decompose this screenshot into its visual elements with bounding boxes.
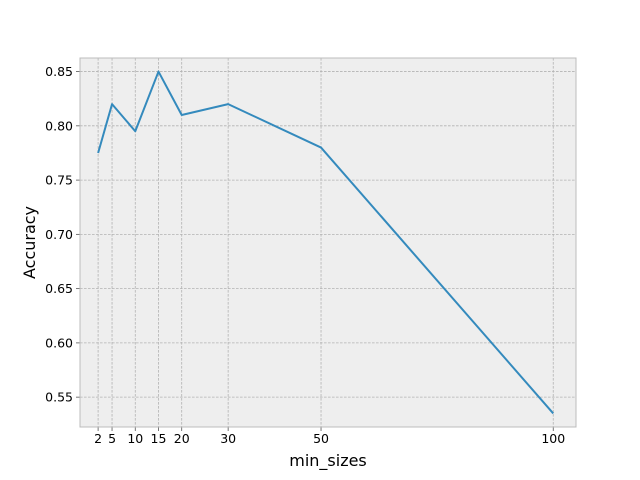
series-layer [97, 70, 554, 415]
y-tick-label: 0.85 [45, 64, 73, 79]
y-tick-label: 0.55 [45, 390, 73, 405]
x-tick-label: 100 [541, 431, 565, 446]
x-tick-label: 10 [127, 431, 143, 446]
axis-ticks: 2 5 10 15 20 30 50 100 0.55 0.60 0.65 0.70 0.75 0.80 0… [45, 64, 565, 446]
x-tick-label: 15 [151, 431, 167, 446]
grid-lines [80, 58, 576, 427]
y-tick-label: 0.80 [45, 118, 73, 133]
x-tick-label: 5 [108, 431, 116, 446]
y-axis-label: Accuracy [20, 206, 39, 279]
x-tick-label: 30 [220, 431, 236, 446]
y-tick-label: 0.60 [45, 335, 73, 350]
y-tick-label: 0.65 [45, 281, 73, 296]
y-tick-label: 0.70 [45, 227, 73, 242]
y-tick-label: 0.75 [45, 173, 73, 188]
x-tick-label: 2 [94, 431, 102, 446]
plot-area [80, 58, 576, 427]
plot-frame [79, 57, 577, 428]
x-tick-label: 20 [174, 431, 190, 446]
x-tick-label: 50 [313, 431, 329, 446]
series-line [97, 70, 554, 415]
x-axis-label: min_sizes [289, 451, 367, 471]
